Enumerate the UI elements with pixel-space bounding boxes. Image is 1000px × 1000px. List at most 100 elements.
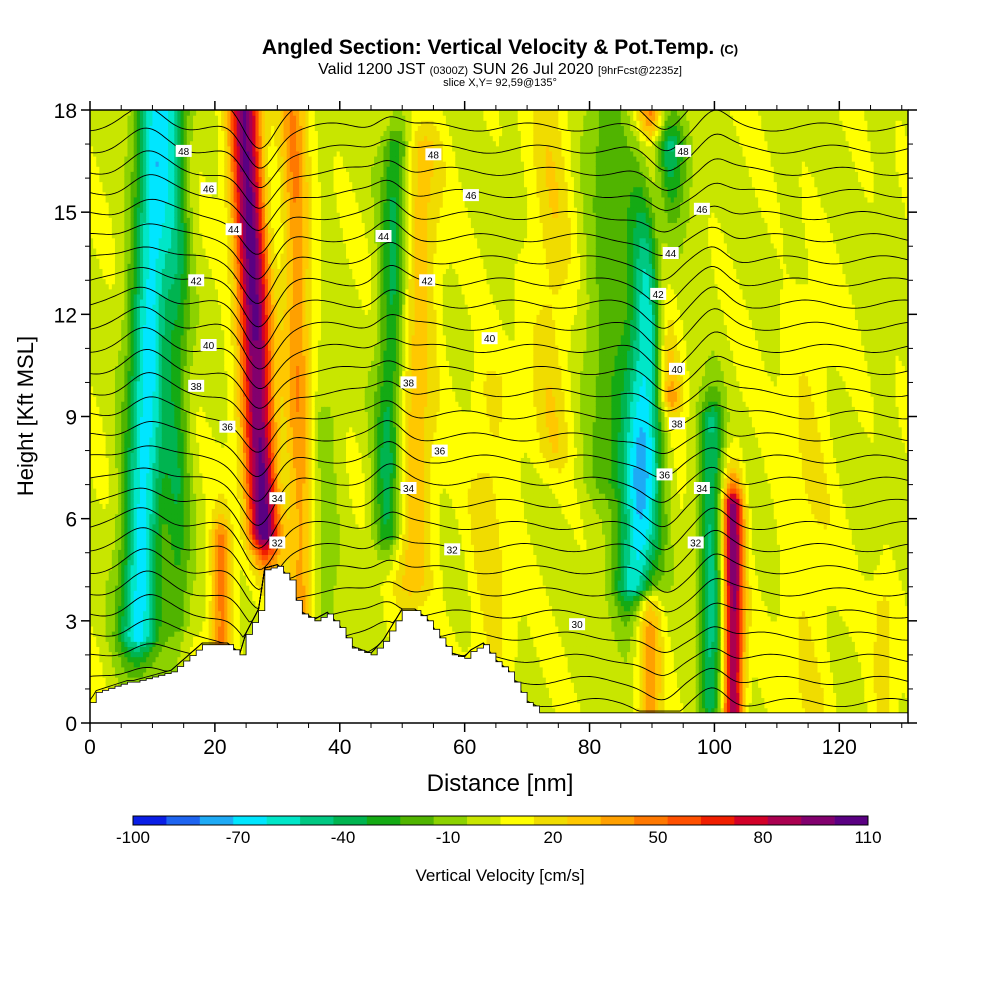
velocity-cell bbox=[146, 631, 150, 637]
velocity-cell bbox=[108, 268, 113, 275]
velocity-cell bbox=[114, 380, 119, 387]
velocity-cell bbox=[133, 447, 138, 453]
velocity-cell bbox=[102, 360, 107, 367]
velocity-cell bbox=[105, 442, 110, 448]
velocity-cell bbox=[133, 140, 138, 147]
velocity-cell bbox=[143, 559, 147, 566]
velocity-cell bbox=[105, 651, 110, 658]
velocity-cell bbox=[124, 227, 129, 234]
velocity-cell bbox=[121, 636, 125, 642]
velocity-cell bbox=[136, 253, 141, 259]
velocity-cell bbox=[133, 431, 138, 438]
velocity-cell bbox=[139, 436, 144, 443]
velocity-cell bbox=[93, 569, 97, 576]
velocity-cell bbox=[124, 196, 129, 203]
velocity-cell bbox=[127, 631, 132, 637]
velocity-cell bbox=[96, 523, 100, 530]
velocity-cell bbox=[121, 477, 125, 484]
velocity-cell bbox=[118, 646, 122, 653]
velocity-cell bbox=[114, 145, 119, 152]
velocity-cell bbox=[130, 115, 135, 121]
velocity-cell bbox=[114, 385, 119, 392]
velocity-cell bbox=[96, 186, 100, 193]
velocity-cell bbox=[93, 615, 97, 622]
velocity-cell bbox=[133, 518, 138, 525]
velocity-cell bbox=[96, 554, 100, 561]
velocity-cell bbox=[90, 641, 94, 647]
velocity-cell bbox=[139, 293, 144, 300]
velocity-cell bbox=[90, 324, 94, 331]
velocity-cell bbox=[108, 309, 113, 315]
velocity-cell bbox=[124, 605, 129, 612]
velocity-cell bbox=[136, 288, 141, 295]
velocity-cell bbox=[130, 329, 135, 336]
velocity-cell bbox=[102, 477, 107, 484]
velocity-cell bbox=[114, 646, 119, 653]
velocity-cell bbox=[127, 641, 132, 647]
velocity-cell bbox=[143, 166, 147, 172]
velocity-cell bbox=[111, 191, 116, 198]
velocity-cell bbox=[121, 533, 125, 540]
velocity-cell bbox=[139, 564, 144, 571]
velocity-cell bbox=[118, 682, 122, 688]
velocity-cell bbox=[139, 472, 144, 479]
velocity-cell bbox=[118, 212, 122, 218]
velocity-cell bbox=[139, 620, 144, 627]
velocity-cell bbox=[127, 140, 132, 147]
velocity-cell bbox=[114, 212, 119, 218]
velocity-cell bbox=[102, 605, 107, 612]
velocity-cell bbox=[108, 641, 113, 647]
velocity-cell bbox=[130, 304, 135, 310]
velocity-cell bbox=[96, 406, 100, 412]
velocity-cell bbox=[121, 544, 125, 550]
velocity-cell bbox=[121, 385, 125, 392]
velocity-cell bbox=[121, 585, 125, 591]
velocity-cell bbox=[127, 457, 132, 464]
velocity-cell bbox=[90, 467, 94, 474]
velocity-cell bbox=[111, 452, 116, 458]
velocity-cell bbox=[105, 237, 110, 244]
velocity-cell bbox=[136, 370, 141, 377]
velocity-cell bbox=[108, 631, 113, 637]
velocity-cell bbox=[136, 130, 141, 137]
velocity-cell bbox=[108, 595, 113, 601]
velocity-cell bbox=[93, 421, 97, 428]
velocity-cell bbox=[130, 600, 135, 607]
velocity-cell bbox=[146, 472, 150, 479]
velocity-cell bbox=[90, 304, 94, 310]
velocity-cell bbox=[133, 590, 138, 596]
velocity-cell bbox=[127, 523, 132, 530]
velocity-cell bbox=[90, 620, 94, 627]
velocity-cell bbox=[90, 201, 94, 208]
velocity-cell bbox=[124, 242, 129, 249]
velocity-cell bbox=[143, 247, 147, 254]
velocity-cell bbox=[139, 574, 144, 581]
velocity-cell bbox=[146, 590, 150, 596]
velocity-cell bbox=[99, 350, 104, 356]
velocity-cell bbox=[99, 268, 104, 275]
velocity-cell bbox=[105, 411, 110, 418]
velocity-cell bbox=[105, 457, 110, 464]
velocity-cell bbox=[143, 585, 147, 591]
velocity-cell bbox=[96, 145, 100, 152]
velocity-cell bbox=[146, 442, 150, 448]
velocity-cell bbox=[102, 125, 107, 132]
velocity-cell bbox=[139, 227, 144, 234]
velocity-cell bbox=[143, 171, 147, 178]
velocity-cell bbox=[143, 671, 147, 678]
velocity-cell bbox=[90, 350, 94, 356]
velocity-cell bbox=[133, 360, 138, 367]
velocity-cell bbox=[118, 493, 122, 499]
velocity-cell bbox=[118, 232, 122, 239]
velocity-cell bbox=[105, 247, 110, 254]
velocity-cell bbox=[143, 375, 147, 382]
velocity-cell bbox=[146, 661, 150, 668]
velocity-cell bbox=[111, 232, 116, 239]
velocity-cell bbox=[118, 528, 122, 535]
velocity-cell bbox=[146, 493, 150, 499]
velocity-cell bbox=[96, 181, 100, 188]
velocity-cell bbox=[93, 375, 97, 382]
velocity-cell bbox=[90, 605, 94, 612]
velocity-cell bbox=[99, 258, 104, 264]
velocity-cell bbox=[114, 319, 119, 326]
